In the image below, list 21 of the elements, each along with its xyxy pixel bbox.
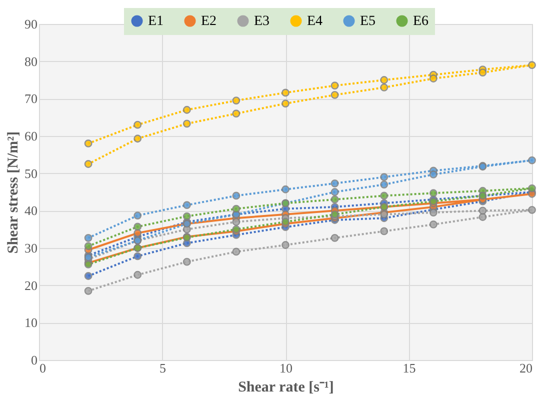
y-axis-title: Shear stress [N/m²] — [6, 131, 22, 254]
x-tick-label: 15 — [402, 360, 416, 376]
y-tick-label: 10 — [24, 315, 38, 330]
x-tick-label: 5 — [160, 360, 166, 376]
legend-label: E4 — [307, 14, 323, 29]
y-tick-label: 40 — [24, 203, 38, 218]
legend-label: E1 — [148, 14, 164, 29]
y-tick-label: 90 — [24, 16, 38, 32]
y-tick-label: 60 — [24, 128, 38, 144]
y-tick-label: 20 — [24, 278, 38, 293]
y-tick-label: 80 — [24, 54, 38, 69]
legend-label: E3 — [254, 14, 270, 29]
x-axis-title: Shear rate [s⁻¹] — [238, 380, 334, 396]
y-tick-label: 50 — [24, 166, 38, 181]
x-tick-label: 20 — [520, 360, 532, 376]
legend-label: E5 — [360, 14, 376, 29]
y-tick-label: 30 — [24, 240, 38, 256]
y-tick-label: 70 — [24, 91, 38, 106]
legend-label: E2 — [201, 14, 217, 29]
x-tick-label: 10 — [280, 360, 292, 376]
legend-label: E6 — [413, 14, 429, 29]
